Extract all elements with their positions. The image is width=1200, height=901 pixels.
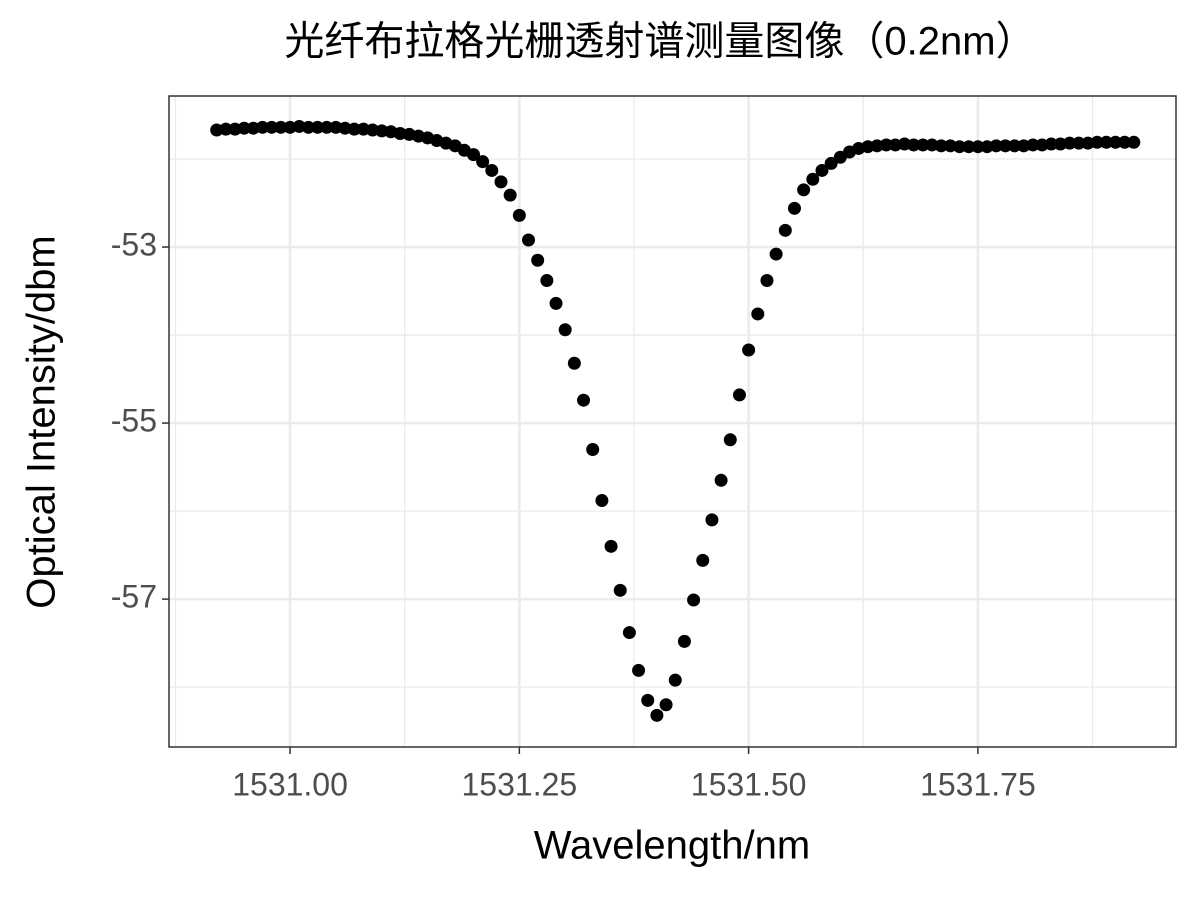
point [742,343,756,357]
point [577,393,591,407]
point [522,233,536,247]
point [934,139,948,153]
point [512,208,526,222]
x-tick-label: 1531.25 [462,766,578,802]
point [604,539,618,553]
point [778,223,792,237]
point [989,139,1003,153]
point [696,553,710,567]
x-tick-label: 1531.00 [232,766,348,802]
point [274,120,288,134]
point [677,634,691,648]
point [301,120,315,134]
point [237,121,251,135]
point [879,138,893,152]
point [714,473,728,487]
point [751,307,765,321]
point [1099,135,1113,149]
points [210,119,1141,722]
point [476,155,490,169]
y-axis-label: Optical Intensity/dbm [20,235,64,609]
point [632,663,646,677]
point [219,122,233,136]
point [1108,135,1122,149]
point [641,693,655,707]
grid [169,96,1176,747]
point [531,253,545,267]
panel-border [168,95,1177,748]
point [732,388,746,402]
point [1026,138,1040,152]
point [760,273,774,287]
x-axis-label: Wavelength/nm [534,824,810,868]
point [687,593,701,607]
point [769,247,783,261]
point [558,323,572,337]
point [485,163,499,177]
point [824,156,838,170]
point [347,122,361,136]
point [815,163,829,177]
point [567,356,581,370]
x-tick-label: 1531.50 [691,766,807,802]
point [265,120,279,134]
y-tick-label: -57 [111,579,157,615]
point [466,148,480,162]
point [311,120,325,134]
point [705,513,719,527]
point [650,708,664,722]
point [659,698,673,712]
point [668,673,682,687]
point [1008,139,1022,153]
point [256,120,270,134]
point [1044,137,1058,151]
point [1063,136,1077,150]
point [787,201,801,215]
point [998,139,1012,153]
point [320,120,334,134]
point [916,138,930,152]
point [1127,135,1141,149]
point [723,433,737,447]
point [1072,136,1086,150]
point [907,138,921,152]
point [549,296,563,310]
point [1118,135,1132,149]
point [797,183,811,197]
point [613,583,627,597]
point [971,140,985,154]
point [494,175,508,189]
chart-title: 光纤布拉格光栅透射谱测量图像（0.2nm） [284,20,1035,64]
point [806,172,820,186]
x-tick-label: 1531.75 [920,766,1036,802]
y-tick-label: -53 [111,226,157,262]
point [962,140,976,154]
point [540,273,554,287]
point [595,494,609,508]
point [622,626,636,640]
point [503,188,517,202]
point [586,442,600,456]
point [1090,135,1104,149]
y-tick-label: -55 [111,403,157,439]
point [953,140,967,154]
